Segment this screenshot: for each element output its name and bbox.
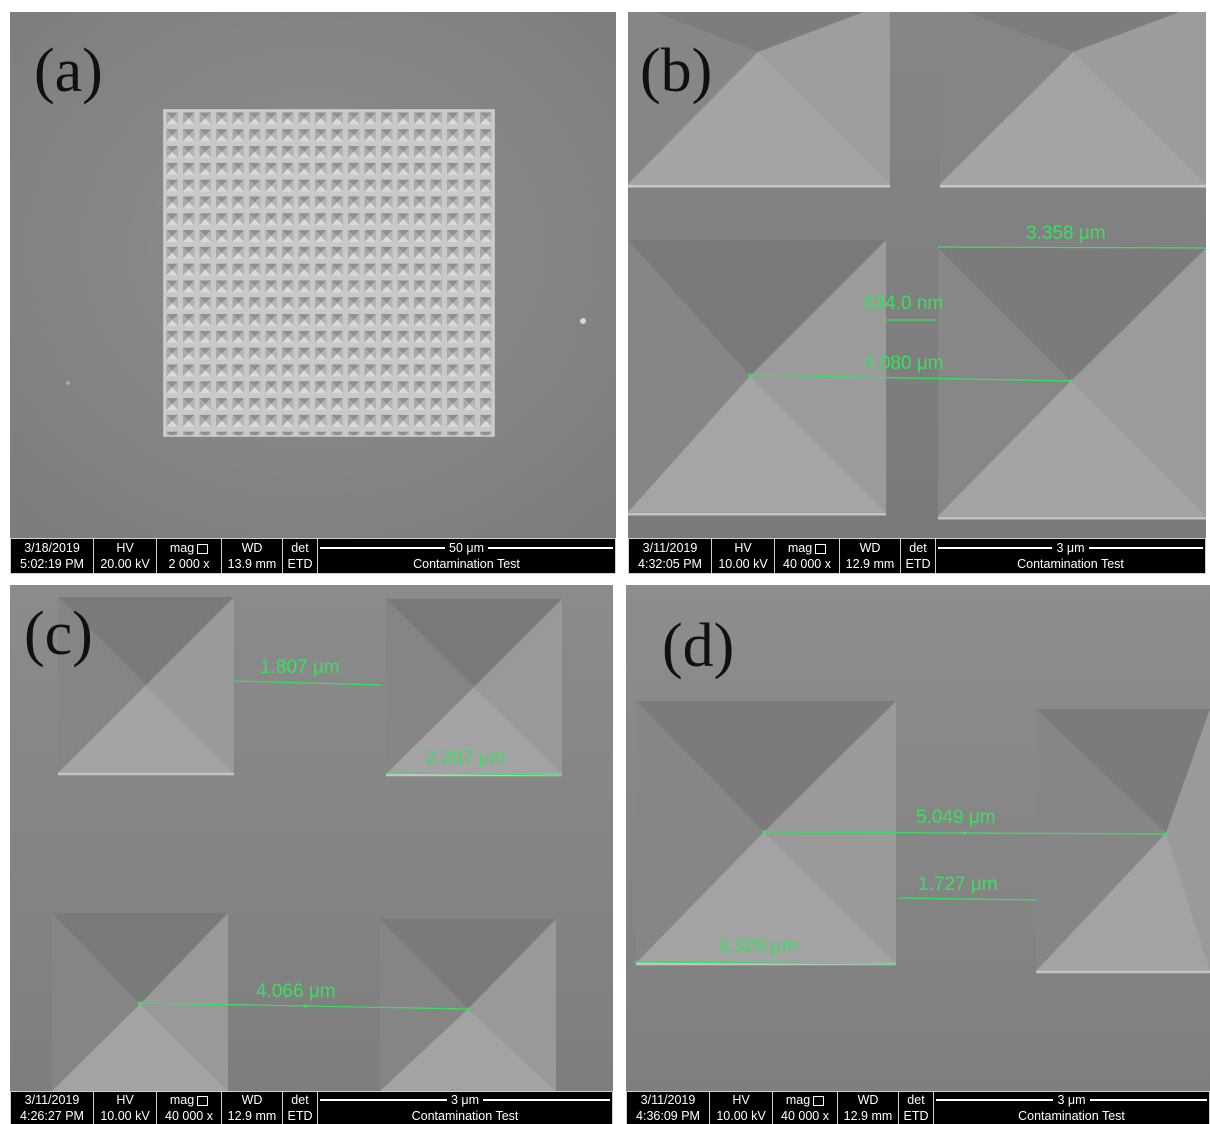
date: 3/11/2019 [25,1093,80,1107]
mag-value: 40 000 x [165,1109,213,1123]
panel-label: (a) [34,40,103,102]
det-label: det [291,541,308,555]
pyramid-pit [1036,709,1210,972]
det-label: det [907,1093,924,1107]
measurement-label: 4.080 μm [864,354,944,373]
measurement-label: 634.0 nm [864,294,943,313]
measurement-label: 2.207 μm [426,749,506,768]
det-value: ETD [904,1109,929,1123]
wd-label: WD [858,1093,879,1107]
measurement-label: 3.358 μm [1026,224,1106,243]
pyramid-pit [380,919,556,1091]
scale-label: 3 μm [1056,540,1084,556]
measurement-label: 4.066 μm [256,982,336,1001]
wd-label: WD [242,541,263,555]
time: 4:36:09 PM [636,1109,700,1123]
wd-value: 12.9 mm [228,1109,277,1123]
det-value: ETD [906,557,931,571]
sem-panel-c: (c) 1.807 μm 2.207 μm 4.066 μm 3/11/2019… [10,585,613,1124]
scale-bar [320,547,445,549]
sem-databar: 3/11/2019 4:32:05 PM HV 10.00 kV mag 40 000… [628,538,1206,574]
wd-value: 12.9 mm [844,1109,893,1123]
date: 3/11/2019 [641,1093,696,1107]
sem-databar: 3/18/2019 5:02:19 PM HV 20.00 kV mag 2 000 … [10,538,616,574]
mag-label: mag [170,541,194,555]
mag-value: 40 000 x [783,557,831,571]
wd-value: 13.9 mm [228,557,277,571]
scale-bar [938,547,1052,549]
scale-bar [936,1099,1053,1101]
scale-bar [320,1099,447,1101]
databar-title: Contamination Test [1018,1109,1125,1123]
panel-label: (b) [640,40,712,102]
box-icon [197,1096,208,1106]
scale-label: 50 μm [449,540,484,556]
time: 4:32:05 PM [638,557,702,571]
databar-title: Contamination Test [412,1109,519,1123]
wd-value: 12.9 mm [846,557,895,571]
mag-value: 2 000 x [168,557,209,571]
hv-value: 10.00 kV [100,1109,149,1123]
panel-label: (c) [24,603,93,665]
panel-label: (d) [662,615,734,677]
sem-image-b [628,12,1206,538]
measurement-label: 5.049 μm [916,808,996,827]
det-value: ETD [288,557,313,571]
hv-label: HV [732,1093,749,1107]
measurement-label: 1.727 μm [918,875,998,894]
particle [580,318,586,324]
databar-title: Contamination Test [1017,557,1124,571]
det-label: det [291,1093,308,1107]
sem-databar: 3/11/2019 4:26:27 PM HV 10.00 kV mag 40 000… [10,1091,613,1124]
scale-label: 3 μm [451,1092,479,1108]
date: 3/11/2019 [643,541,698,555]
det-label: det [909,541,926,555]
hv-label: HV [116,1093,133,1107]
hv-value: 20.00 kV [100,557,149,571]
mag-label: mag [786,1093,810,1107]
mag-label: mag [788,541,812,555]
box-icon [197,544,208,554]
sem-panel-a: (a) 3/18/2019 5:02:19 PM HV 20.00 kV mag 2 … [10,12,616,574]
mag-label: mag [170,1093,194,1107]
pyramid-pit-array [164,110,494,436]
det-value: ETD [288,1109,313,1123]
time: 4:26:27 PM [20,1109,84,1123]
sem-panel-b: (b) 3.358 μm 634.0 nm 4.080 μm 3/11/2019… [628,12,1206,574]
sem-databar: 3/11/2019 4:36:09 PM HV 10.00 kV mag 40 000… [626,1091,1210,1124]
hv-value: 10.00 kV [716,1109,765,1123]
mag-value: 40 000 x [781,1109,829,1123]
hv-value: 10.00 kV [718,557,767,571]
databar-title: Contamination Test [413,557,520,571]
pyramid-pit [940,12,1206,186]
wd-label: WD [860,541,881,555]
pyramid-pit [938,248,1206,518]
date: 3/18/2019 [24,541,80,555]
measurement-label: 1.807 μm [260,658,340,677]
hv-label: HV [116,541,133,555]
scale-label: 3 μm [1057,1092,1085,1108]
measurement-label: 3.329 μm [718,937,798,956]
box-icon [813,1096,824,1106]
wd-label: WD [242,1093,263,1107]
box-icon [815,544,826,554]
sem-panel-d: (d) 5.049 μm 1.727 μm 3.329 μm 3/11/2019… [626,585,1210,1124]
hv-label: HV [734,541,751,555]
time: 5:02:19 PM [20,557,84,571]
